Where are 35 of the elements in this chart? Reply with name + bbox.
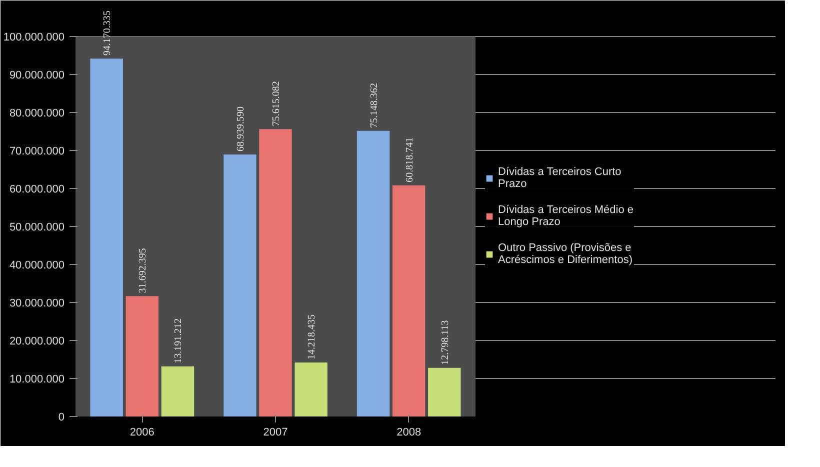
data-label: 68.939.590 (235, 106, 246, 152)
legend-label: Outro Passivo (Provisões e Acréscimos e Diferimentos) (498, 242, 632, 266)
y-tick-label: 70.000.000 (9, 146, 65, 158)
legend-label: Dívidas a Terceiros Médio e Longo Prazo (498, 204, 634, 228)
y-tick-label: 0 (58, 412, 65, 424)
y-tick-label: 80.000.000 (9, 108, 65, 120)
bar (294, 362, 328, 416)
y-tick-label: 30.000.000 (9, 298, 65, 310)
data-label: 75.615.082 (271, 81, 282, 126)
data-label: 60.818.741 (404, 137, 416, 182)
x-tick-label: 2007 (263, 426, 288, 438)
y-tick-label: 10.000.000 (9, 374, 65, 386)
bar (428, 368, 461, 416)
y-tick-label: 90.000.000 (9, 70, 65, 82)
y-tick-label: 40.000.000 (9, 260, 65, 272)
bar (392, 185, 426, 416)
data-label: 14.218.435 (306, 314, 318, 360)
y-tick-label: 20.000.000 (9, 336, 65, 348)
data-label: 94.170.335 (102, 10, 114, 56)
data-label: 12.798.113 (440, 320, 451, 365)
bar (126, 296, 159, 416)
y-tick-label: 50.000.000 (9, 222, 65, 234)
bar (90, 58, 123, 416)
data-label: 75.148.362 (368, 82, 380, 128)
bar (356, 130, 390, 416)
data-label: 31.692.395 (138, 248, 149, 294)
legend-label: Dívidas a Terceiros Curto Prazo (498, 166, 622, 190)
y-tick-label: 60.000.000 (9, 184, 65, 196)
bar (259, 129, 292, 416)
bar (161, 366, 194, 416)
y-tick-label: 100.000.000 (3, 32, 64, 44)
data-label: 13.191.212 (173, 318, 184, 364)
x-tick-label: 2008 (396, 426, 422, 438)
x-tick-label: 2006 (130, 426, 154, 438)
bar (224, 154, 256, 416)
